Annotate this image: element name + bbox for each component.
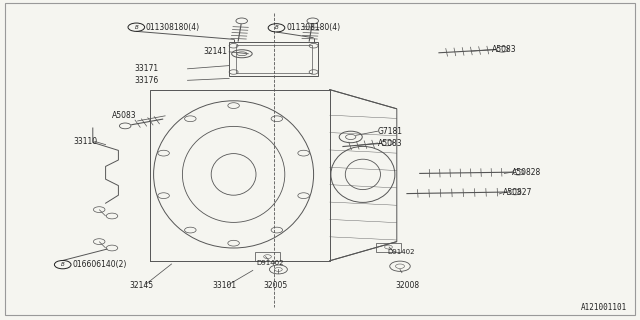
- Text: A50828: A50828: [512, 168, 541, 177]
- Text: 32005: 32005: [264, 281, 288, 290]
- Text: 016606140(2): 016606140(2): [72, 260, 127, 269]
- Text: G7181: G7181: [378, 127, 403, 136]
- Text: A5083: A5083: [112, 111, 136, 120]
- Text: B: B: [61, 262, 65, 267]
- Text: A5083: A5083: [492, 45, 516, 54]
- Text: B: B: [134, 25, 138, 30]
- Text: D91402: D91402: [256, 260, 284, 266]
- Text: 33110: 33110: [74, 137, 98, 146]
- Text: A50827: A50827: [503, 188, 532, 197]
- Text: A5083: A5083: [378, 139, 402, 148]
- Text: 32008: 32008: [396, 281, 420, 290]
- Text: 33176: 33176: [134, 76, 159, 85]
- Text: A121001101: A121001101: [581, 303, 627, 312]
- Text: 32145: 32145: [129, 281, 154, 290]
- Text: 33101: 33101: [212, 281, 237, 290]
- Text: 32141: 32141: [204, 47, 228, 56]
- Text: 011308180(4): 011308180(4): [286, 23, 340, 32]
- Text: B: B: [275, 25, 278, 30]
- Text: 011308180(4): 011308180(4): [146, 23, 200, 32]
- Text: 33171: 33171: [134, 64, 159, 73]
- Text: D91402: D91402: [387, 249, 415, 255]
